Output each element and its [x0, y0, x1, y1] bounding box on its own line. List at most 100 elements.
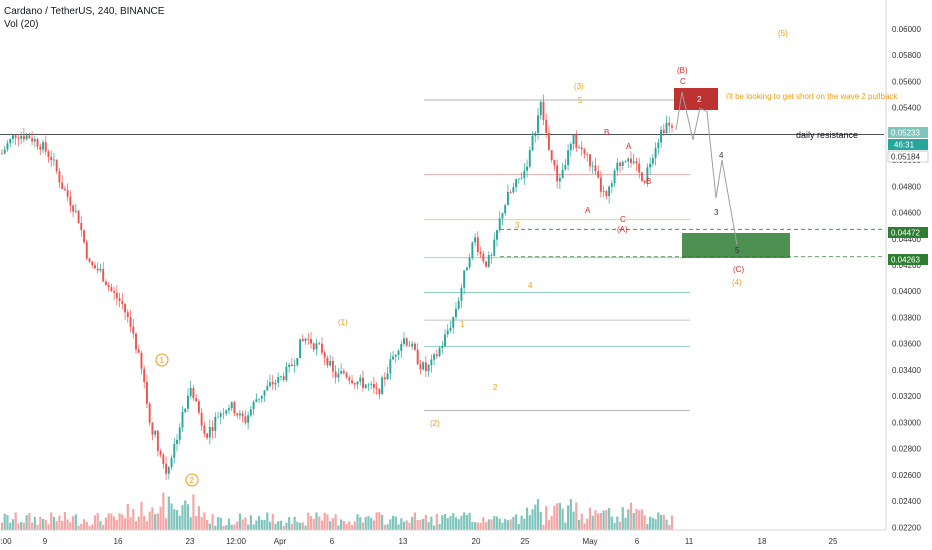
volume-bar	[400, 518, 403, 530]
candle-body	[381, 377, 384, 395]
candle-body	[534, 132, 537, 136]
volume-bar	[405, 520, 408, 530]
volume-bar	[512, 516, 515, 530]
volume-bar	[329, 521, 332, 530]
volume-bar	[588, 507, 592, 530]
candle-body	[372, 383, 375, 388]
volume-bar	[408, 522, 411, 530]
volume-bar	[495, 516, 499, 530]
candle-body	[184, 408, 187, 413]
candle-body	[31, 138, 34, 142]
time-axis[interactable]: :00 9 16 23 12:00 Apr 6 13 20 25 May 6 11 18 25	[0, 537, 838, 546]
y-tick-label: 0.02200	[892, 523, 921, 532]
volume-bar	[659, 514, 663, 530]
volume-bar	[164, 518, 168, 530]
volume-bar	[301, 522, 304, 530]
proj-label-1: 1	[692, 139, 697, 148]
candle-body	[665, 122, 668, 133]
volume-bar	[536, 499, 540, 530]
volume-bar	[77, 525, 80, 530]
candle-body	[449, 327, 452, 331]
candle-body	[528, 150, 531, 167]
candle-body	[28, 135, 31, 139]
candle-body	[630, 158, 632, 163]
volume-bar	[517, 524, 520, 530]
candle-body	[83, 230, 85, 243]
current-price-text: 0.05233	[891, 129, 920, 138]
volume-bar	[214, 525, 217, 530]
candle-body	[452, 317, 455, 328]
candle-body	[102, 268, 105, 282]
volume-bar	[476, 522, 479, 530]
volume-bar	[449, 516, 452, 530]
candle-body	[282, 376, 285, 381]
y-tick-label: 0.06000	[892, 25, 921, 34]
candle-body	[279, 376, 282, 378]
candle-body	[249, 409, 252, 416]
candle-body	[247, 415, 250, 423]
candle-body	[156, 430, 159, 451]
volume-bar	[208, 523, 211, 530]
wave-label-5-minor: 5	[578, 96, 583, 105]
volume-bar	[556, 503, 559, 530]
candle-body	[118, 298, 121, 302]
volume-bar	[498, 518, 501, 530]
volume-bar	[649, 516, 652, 530]
countdown-badge	[888, 139, 928, 150]
volume-bar	[113, 516, 116, 530]
volume-bar	[290, 524, 293, 530]
candle-body	[616, 162, 619, 171]
candle-body	[99, 268, 102, 271]
wave-label-A2: A	[626, 142, 632, 151]
wave-label-circle-1: 1	[160, 356, 165, 365]
candle-body	[657, 142, 660, 148]
volume-bar	[82, 519, 86, 530]
candle-body	[362, 377, 364, 388]
volume-bar	[102, 525, 105, 530]
y-tick-label: 0.04000	[892, 287, 921, 296]
wave-label-5-major: (5)	[778, 29, 788, 38]
candle-body	[208, 426, 211, 438]
countdown-text: 46:31	[894, 141, 915, 150]
daily-resistance-label: daily resistance	[796, 130, 858, 140]
candle-body	[353, 383, 356, 385]
volume-bar	[148, 511, 151, 530]
wave-label-2-minor: 2	[493, 383, 498, 392]
candle-body	[211, 426, 214, 431]
volume-bar	[534, 504, 537, 530]
candle-body	[9, 138, 12, 144]
candle-body	[304, 338, 307, 341]
volume-bar	[528, 515, 531, 530]
volume-bar	[654, 519, 657, 530]
volume-bar	[197, 506, 200, 530]
volume-bar	[227, 518, 231, 530]
volume-bar	[610, 516, 613, 530]
volume-bar	[296, 521, 299, 530]
volume-bar	[323, 512, 326, 530]
wave-label-C-small-top: C	[680, 77, 686, 86]
candle-body	[107, 285, 110, 288]
y-tick-label: 0.03200	[892, 392, 921, 401]
candle-body	[189, 387, 192, 396]
volume-bar	[115, 520, 118, 530]
x-tick-label: 23	[186, 537, 195, 546]
wave-label-A: A	[585, 206, 591, 215]
volume-bar	[170, 503, 173, 530]
candle-body	[288, 364, 291, 367]
candle-body	[151, 422, 154, 435]
projection-path[interactable]	[675, 91, 738, 246]
candle-body	[238, 413, 241, 416]
wave-circle-2	[185, 473, 199, 487]
volume-bar	[145, 521, 149, 530]
candle-body	[214, 416, 217, 431]
candle-body	[424, 362, 427, 371]
volume-bar	[309, 516, 313, 530]
volume-bar	[504, 518, 507, 530]
candle-body	[619, 162, 621, 167]
candle-body	[621, 161, 624, 167]
volume-bar	[657, 512, 660, 530]
candle-body	[192, 387, 195, 399]
candle-body	[143, 368, 146, 382]
candle-body	[367, 384, 370, 386]
